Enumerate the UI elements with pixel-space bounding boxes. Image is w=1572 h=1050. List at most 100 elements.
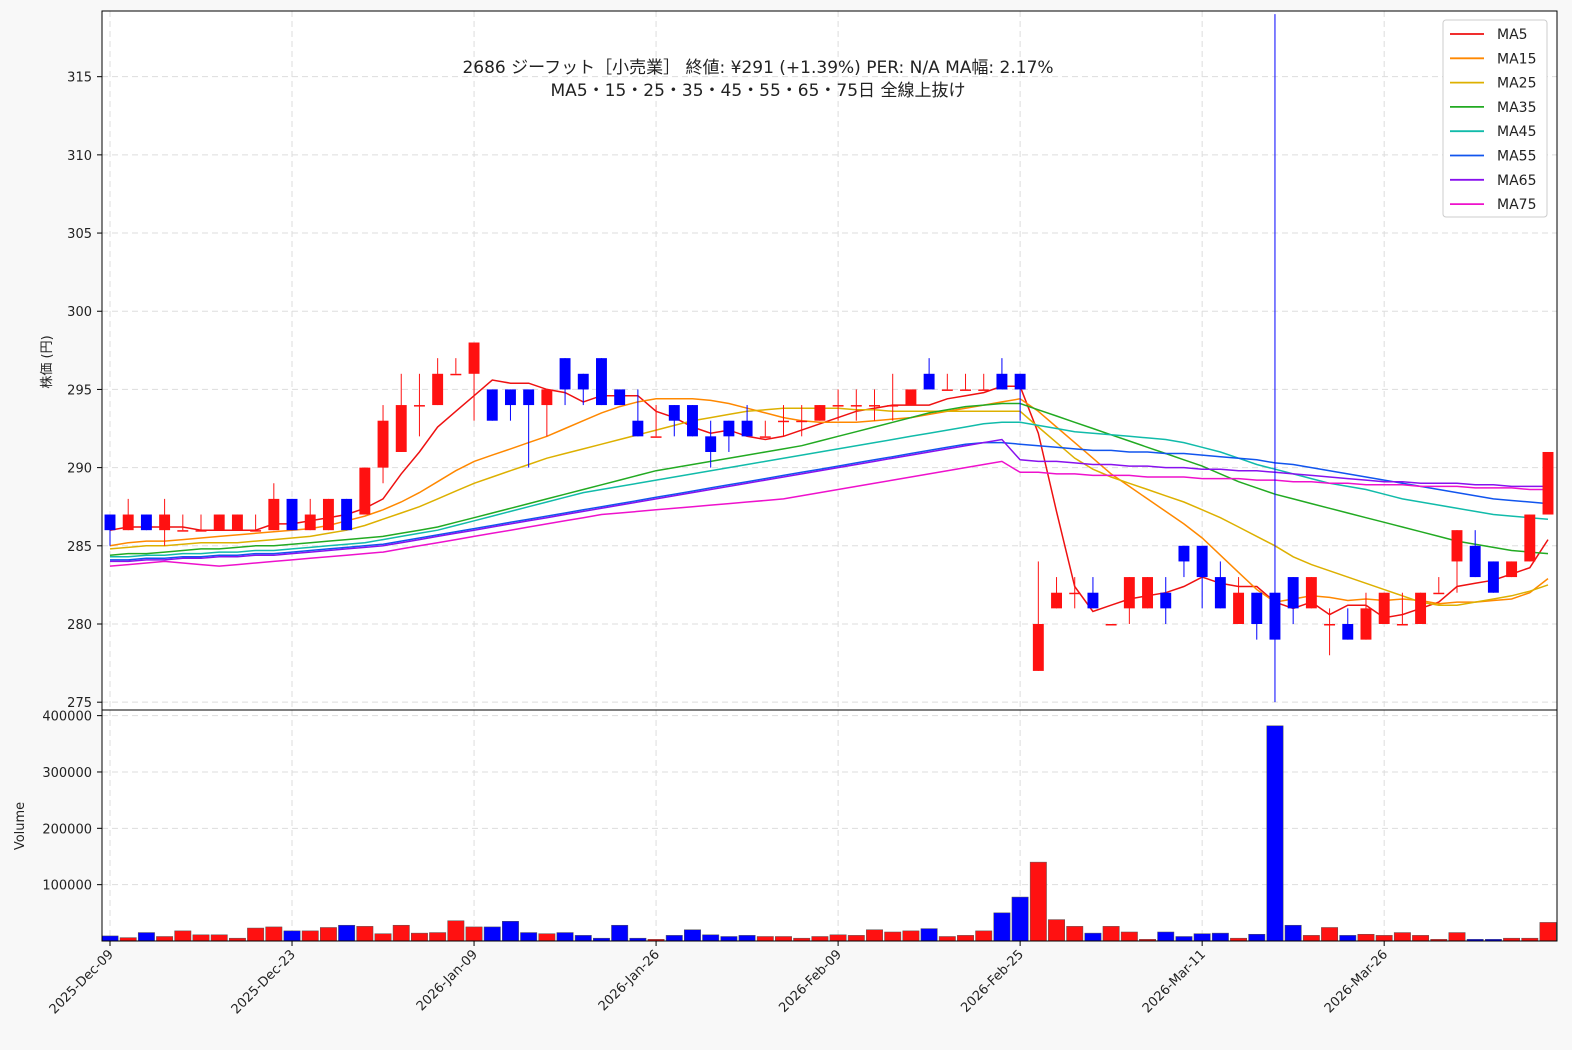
candle-body: [1542, 451, 1554, 515]
candle-body: [1487, 561, 1499, 593]
ma-line-ma65: [110, 438, 1548, 563]
volume-bar: [1448, 932, 1466, 942]
volume-bar: [1248, 933, 1266, 942]
volume-bar: [119, 937, 137, 942]
candle-body: [668, 405, 680, 421]
legend-label-ma5: MA5: [1497, 27, 1528, 43]
volume-bar: [265, 926, 283, 942]
volume-bar: [574, 935, 592, 942]
candle-body: [577, 373, 589, 390]
candle-body: [978, 389, 990, 391]
volume-bar: [957, 935, 974, 942]
candle-body: [1305, 577, 1317, 609]
volume-bar: [720, 936, 738, 942]
volume-bar: [465, 926, 483, 942]
ma-line-ma75: [109, 460, 1548, 567]
volume-bar: [1193, 933, 1211, 942]
candle-body: [231, 514, 243, 531]
candle-body: [996, 373, 1008, 390]
candle-body: [1196, 545, 1208, 578]
volume-bar: [1539, 922, 1557, 942]
volume-bar: [756, 936, 774, 942]
candle-body: [1433, 592, 1445, 595]
legend-label-ma65: MA65: [1497, 173, 1536, 189]
candle-body: [541, 389, 553, 406]
price-tick-label: 295: [67, 383, 92, 398]
price-y-ticks: 275 280 285 290 295 300 305 310 315: [67, 71, 102, 711]
candle-body: [1014, 373, 1026, 390]
volume-bar: [429, 932, 447, 942]
volume-bar: [1375, 935, 1393, 942]
candle-body: [213, 514, 225, 531]
candle-body: [1251, 592, 1263, 624]
candle-body: [450, 373, 462, 376]
volume-bar: [520, 932, 538, 942]
candle-body: [778, 420, 789, 423]
candle-body: [359, 467, 371, 515]
candle-body: [650, 436, 662, 438]
volume-bar: [483, 926, 501, 942]
volume-bar: [556, 932, 574, 942]
price-tick-label: 300: [67, 305, 92, 320]
volume-bar: [829, 934, 847, 942]
candle-body: [1123, 577, 1135, 609]
volume-bar: [611, 924, 629, 942]
candle-body: [1051, 592, 1062, 609]
price-tick-label: 285: [67, 540, 92, 555]
candle-body: [122, 514, 134, 531]
candle-body: [1324, 623, 1336, 626]
volume-bar: [1266, 725, 1284, 942]
legend-label-ma45: MA45: [1497, 124, 1536, 140]
candle-body: [705, 436, 717, 452]
candle-body: [322, 498, 334, 531]
candle-body: [468, 342, 480, 374]
volume-bar: [1029, 861, 1047, 942]
candle-body: [1269, 592, 1281, 640]
volume-bar: [1066, 926, 1084, 942]
candle-body: [1360, 608, 1372, 640]
volume-bar: [283, 930, 301, 942]
volume-bar: [665, 935, 683, 942]
candle-body: [140, 514, 152, 531]
volume-bar: [338, 924, 356, 942]
price-tick-label: 315: [67, 71, 92, 86]
ma-line-ma45: [110, 421, 1549, 558]
volume-bar: [993, 912, 1011, 942]
legend-label-ma35: MA35: [1497, 100, 1536, 116]
candle-body: [596, 358, 607, 406]
candle-body: [268, 498, 280, 531]
volume-bar: [1120, 931, 1138, 942]
volume-tick-label: 100000: [42, 879, 92, 894]
candle-body: [486, 389, 498, 421]
volume-panel-frame: [101, 709, 1558, 942]
volume-tick-label: 300000: [42, 766, 92, 781]
candle-body: [723, 420, 735, 437]
volume-bar: [1339, 935, 1357, 942]
price-tick-label: 310: [67, 149, 92, 164]
volume-tick-label: 200000: [42, 822, 92, 837]
volume-bar: [502, 921, 519, 942]
candle-body: [1451, 530, 1463, 562]
volume-bar: [1102, 926, 1120, 942]
candle-body: [1469, 545, 1481, 578]
volume-panel-bg: [102, 710, 1557, 941]
candle-body: [504, 389, 516, 406]
chart-title: 2686 ジーフット［小売業］ 終値: ¥291 (+1.39%) PER: N…: [462, 58, 1053, 78]
candle-body: [250, 530, 262, 532]
candle-body: [814, 405, 826, 421]
volume-bar: [902, 930, 920, 942]
volume-bar: [1211, 932, 1229, 942]
candle-body: [905, 389, 917, 406]
candle-body: [1069, 592, 1081, 595]
volume-bar: [738, 935, 756, 942]
ma-line-ma55: [110, 441, 1549, 561]
candle-body: [559, 358, 571, 390]
volume-bar: [411, 932, 428, 942]
volume-bar: [1302, 935, 1320, 942]
volume-bar: [356, 926, 374, 942]
volume-y-label: Volume: [13, 802, 28, 850]
candle-body: [159, 514, 171, 531]
candle-body: [759, 436, 771, 438]
legend-box: [1442, 19, 1548, 218]
candle-body: [195, 530, 207, 532]
